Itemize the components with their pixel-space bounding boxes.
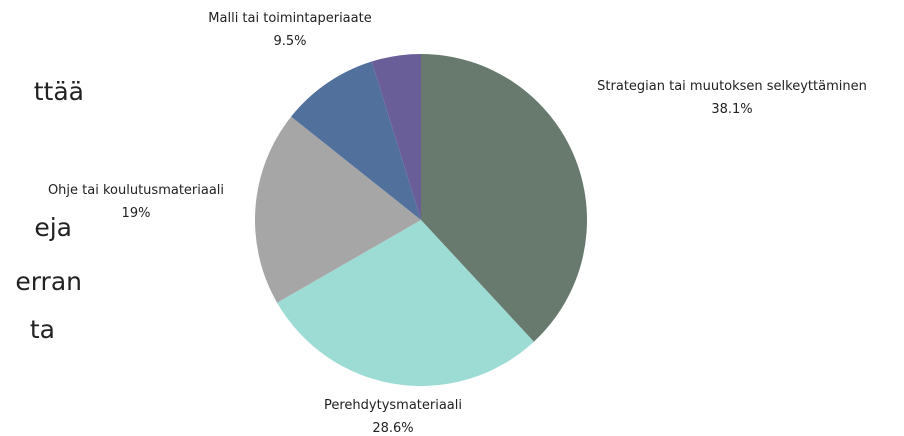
side-text: ttää <box>34 77 84 106</box>
slice-value-label: 38.1% <box>711 102 752 117</box>
pie-slice <box>371 54 421 220</box>
slice-label: Strategian tai muutoksen selkeyttäminen <box>597 79 867 94</box>
side-text: ta <box>30 315 55 344</box>
side-text: erran <box>15 267 82 296</box>
pie-slice <box>255 116 421 303</box>
pie-slice <box>277 220 534 386</box>
slice-label: Perehdytysmateriaali <box>324 398 462 413</box>
pie-slice <box>421 54 587 342</box>
slice-label: Ohje tai koulutusmateriaali <box>48 183 224 198</box>
slice-value-label: 28.6% <box>372 421 413 436</box>
slice-label: Malli tai toimintaperiaate <box>208 11 371 26</box>
side-text: eja <box>34 213 72 242</box>
slice-value-label: 19% <box>122 206 151 221</box>
slice-value-label: 9.5% <box>273 34 306 49</box>
pie-slice <box>291 61 421 220</box>
